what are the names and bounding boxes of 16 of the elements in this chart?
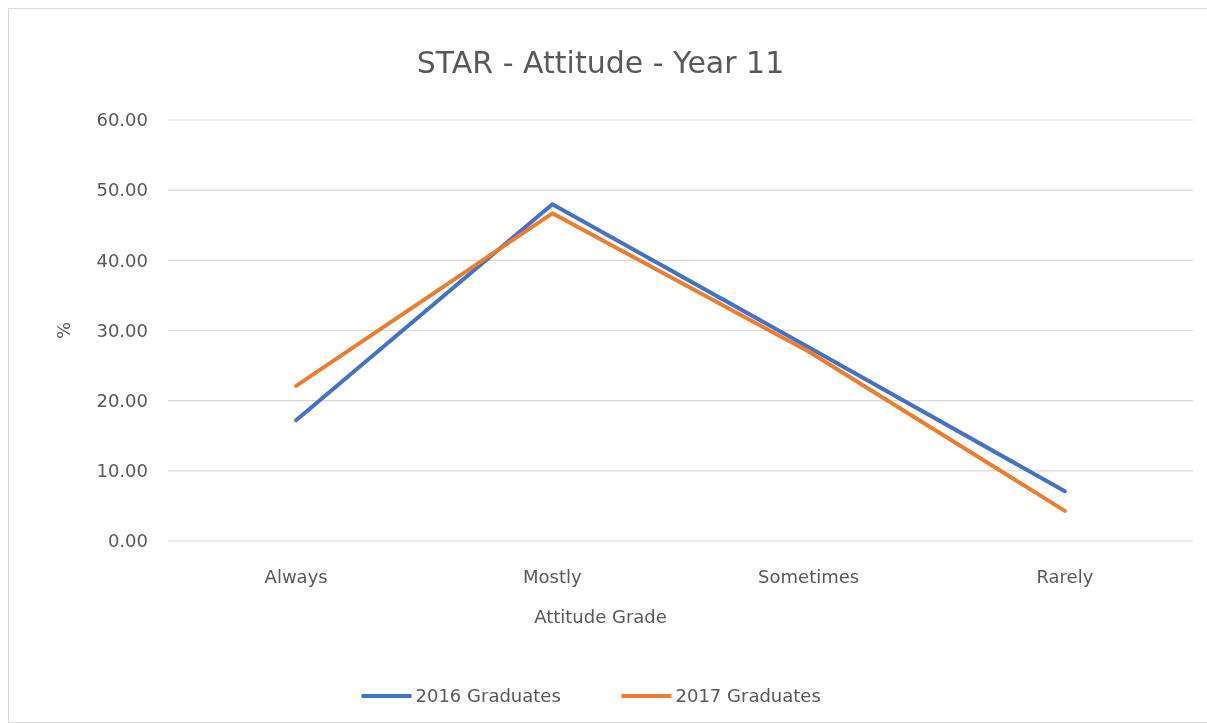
x-tick-label: Rarely [1036,566,1094,587]
y-tick-label: 0.00 [107,530,148,552]
y-tick-label: 10.00 [96,460,148,482]
y-tick-label: 20.00 [96,389,148,411]
x-tick-label: Mostly [523,566,583,587]
legend-label: 2017 Graduates [675,685,821,707]
y-tick-label: 40.00 [96,249,148,271]
y-axis-title: % [53,321,74,340]
x-tick-label: Sometimes [758,566,860,587]
y-tick-label: 50.00 [96,179,148,201]
chart-title: STAR - Attitude - Year 11 [416,45,785,80]
y-tick-label: 60.00 [96,109,148,131]
x-axis-title: Attitude Grade [534,606,667,627]
legend-label: 2016 Graduates [415,685,561,707]
y-tick-label: 30.00 [96,319,148,341]
x-tick-label: Always [264,566,328,587]
